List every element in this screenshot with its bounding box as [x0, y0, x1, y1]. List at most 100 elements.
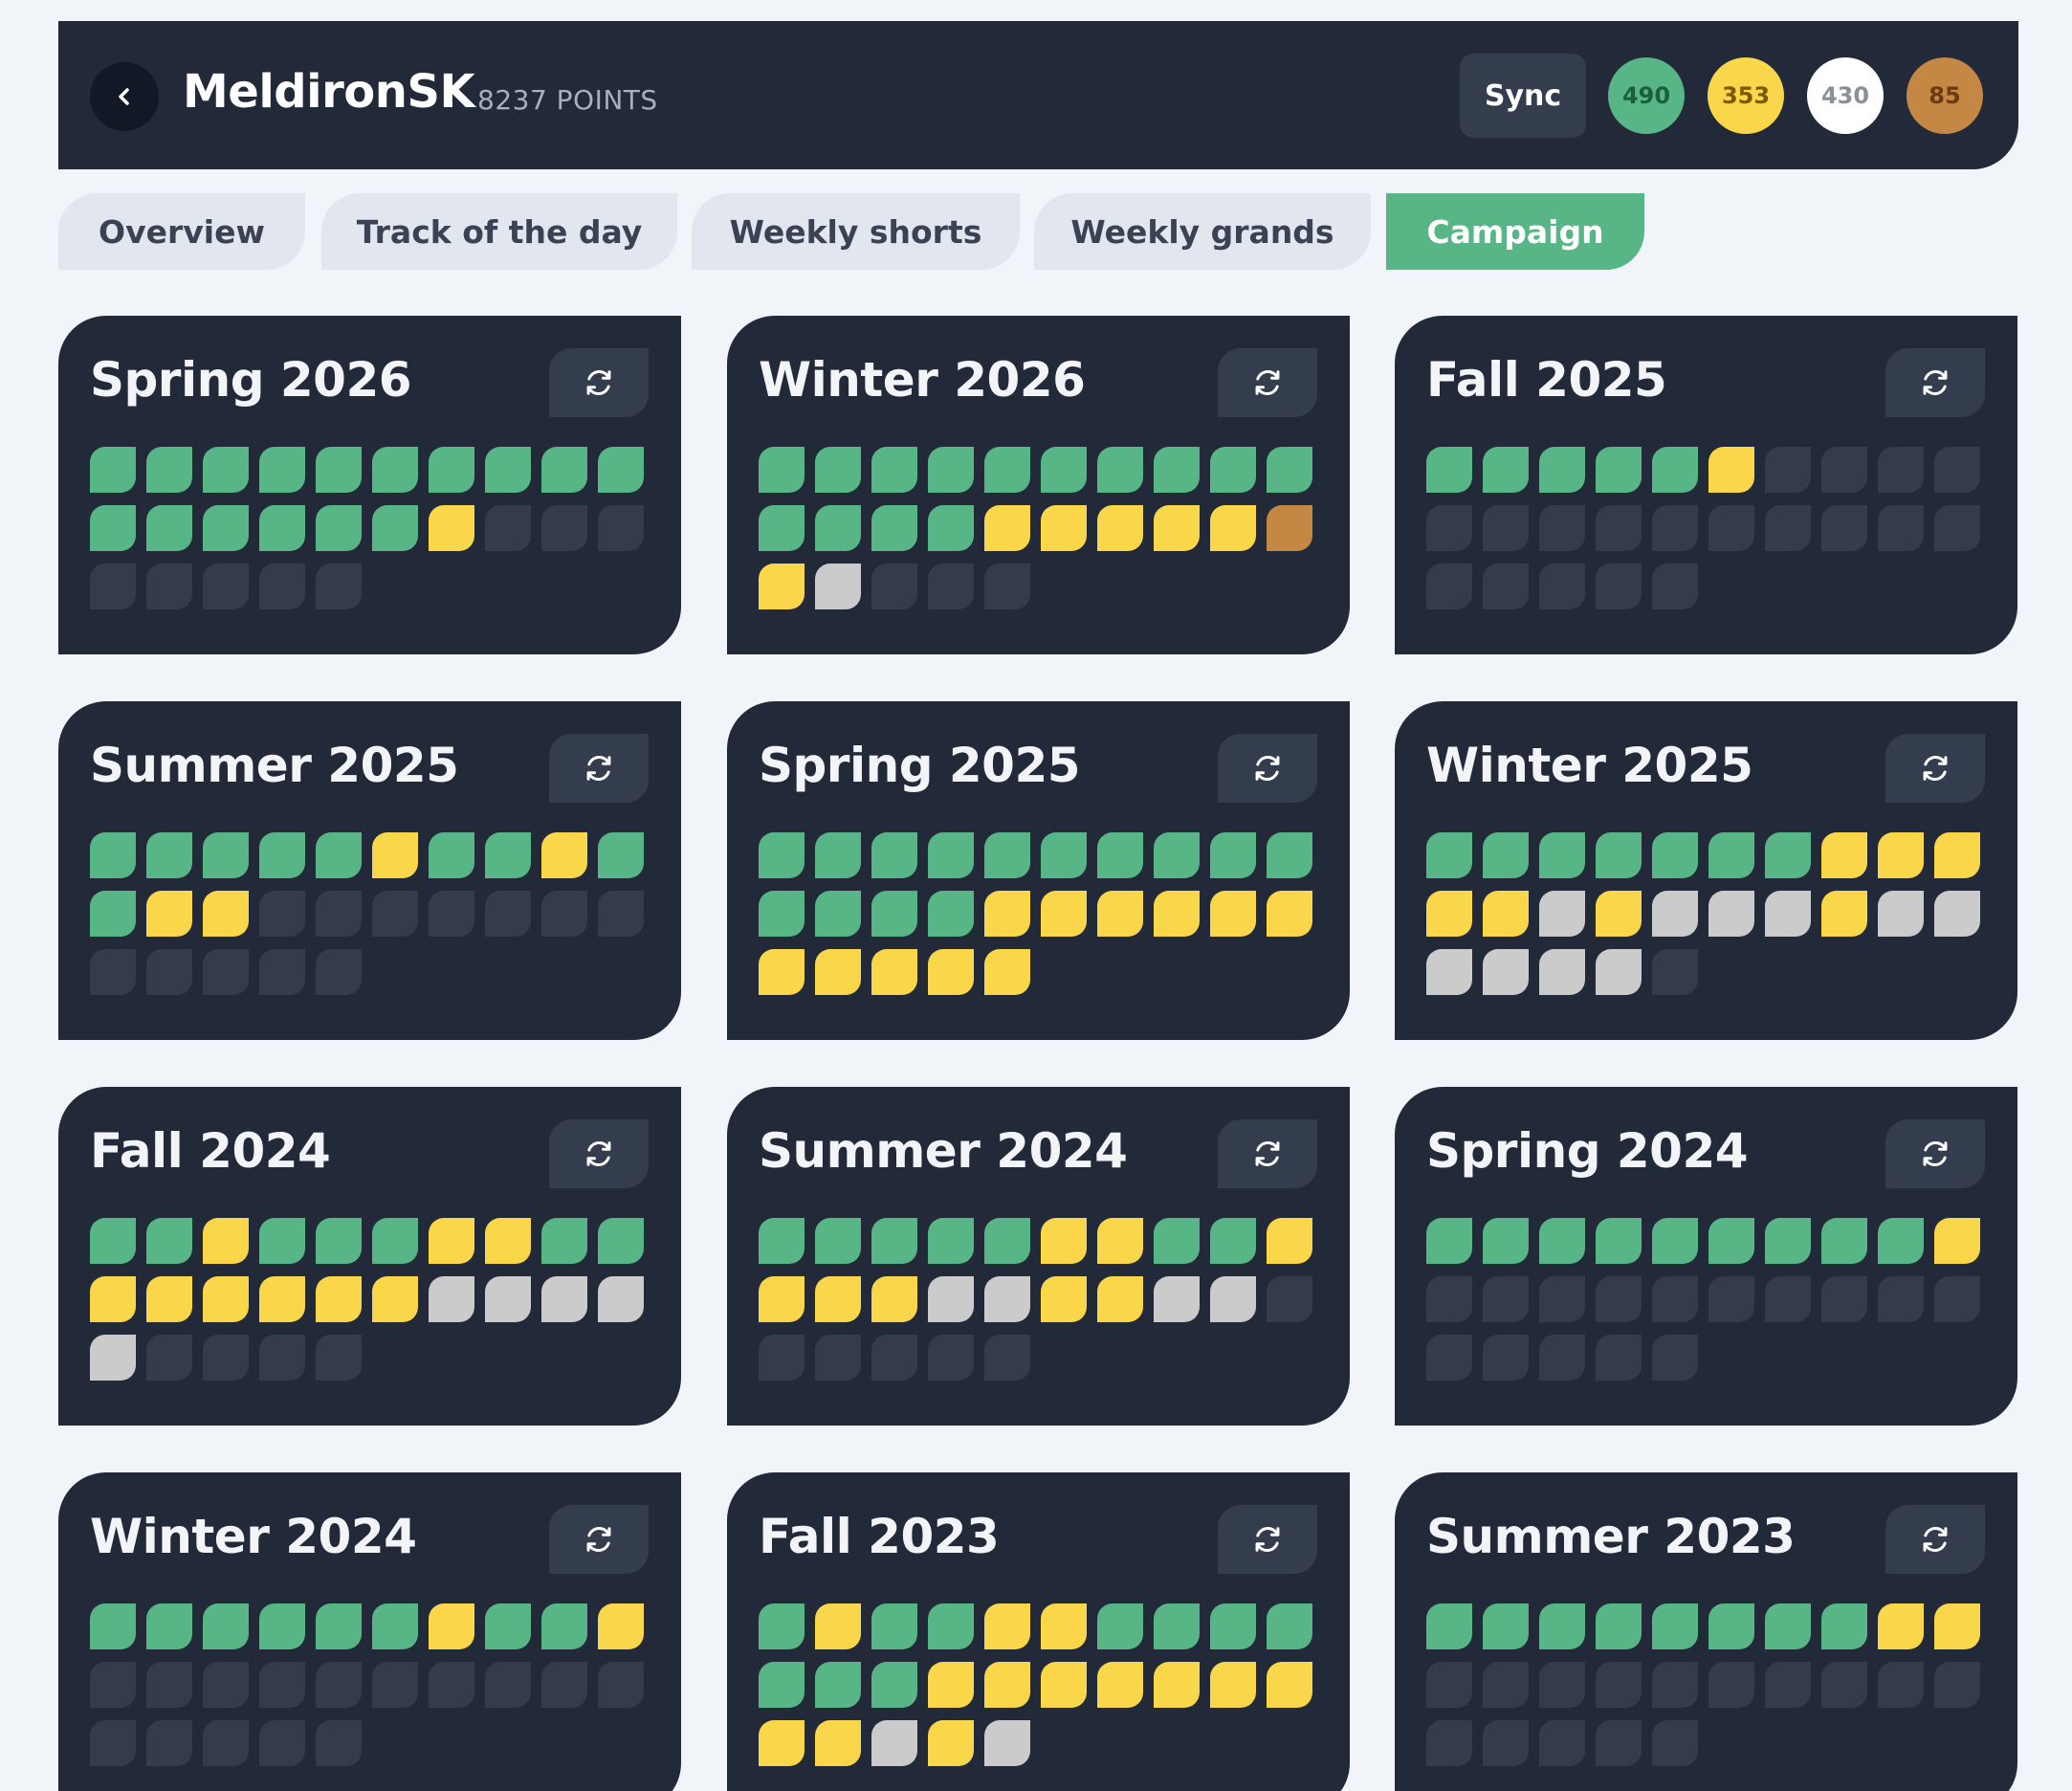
track-tile[interactable]: [372, 1218, 418, 1264]
track-tile[interactable]: [1210, 1662, 1256, 1708]
track-tile[interactable]: [146, 1720, 192, 1766]
track-tile[interactable]: [1154, 1603, 1200, 1649]
track-tile[interactable]: [90, 1276, 136, 1322]
track-tile[interactable]: [1097, 447, 1143, 493]
track-tile[interactable]: [1596, 1603, 1642, 1649]
track-tile[interactable]: [1426, 1603, 1472, 1649]
refresh-button[interactable]: [1218, 348, 1317, 417]
track-tile[interactable]: [90, 1662, 136, 1708]
track-tile[interactable]: [429, 505, 474, 551]
track-tile[interactable]: [259, 891, 305, 937]
track-tile[interactable]: [146, 1603, 192, 1649]
track-tile[interactable]: [1652, 447, 1698, 493]
track-tile[interactable]: [146, 564, 192, 609]
track-tile[interactable]: [1596, 949, 1642, 995]
track-tile[interactable]: [541, 447, 587, 493]
campaign-card[interactable]: Spring 2024: [1395, 1087, 2017, 1426]
track-tile[interactable]: [259, 1603, 305, 1649]
track-tile[interactable]: [1154, 891, 1200, 937]
track-tile[interactable]: [1483, 1335, 1529, 1381]
track-tile[interactable]: [871, 1218, 917, 1264]
track-tile[interactable]: [759, 1218, 805, 1264]
track-tile[interactable]: [203, 949, 249, 995]
track-tile[interactable]: [598, 891, 644, 937]
track-tile[interactable]: [871, 891, 917, 937]
track-tile[interactable]: [1483, 949, 1529, 995]
track-tile[interactable]: [203, 1218, 249, 1264]
track-tile[interactable]: [259, 1335, 305, 1381]
track-tile[interactable]: [1483, 564, 1529, 609]
refresh-button[interactable]: [1885, 1505, 1985, 1574]
track-tile[interactable]: [928, 1335, 974, 1381]
track-tile[interactable]: [759, 564, 805, 609]
track-tile[interactable]: [1934, 1218, 1980, 1264]
track-tile[interactable]: [815, 1662, 861, 1708]
track-tile[interactable]: [1426, 1662, 1472, 1708]
track-tile[interactable]: [871, 1335, 917, 1381]
track-tile[interactable]: [928, 505, 974, 551]
track-tile[interactable]: [316, 1335, 362, 1381]
track-tile[interactable]: [1539, 1276, 1585, 1322]
track-tile[interactable]: [146, 891, 192, 937]
track-tile[interactable]: [90, 1335, 136, 1381]
track-tile[interactable]: [1041, 832, 1087, 878]
track-tile[interactable]: [1652, 1720, 1698, 1766]
campaign-card[interactable]: Summer 2024: [727, 1087, 1350, 1426]
refresh-button[interactable]: [549, 1119, 649, 1188]
track-tile[interactable]: [1210, 832, 1256, 878]
campaign-card[interactable]: Spring 2026: [58, 316, 681, 654]
track-tile[interactable]: [1426, 832, 1472, 878]
track-tile[interactable]: [90, 505, 136, 551]
track-tile[interactable]: [1483, 1603, 1529, 1649]
track-tile[interactable]: [1596, 1662, 1642, 1708]
track-tile[interactable]: [429, 891, 474, 937]
track-tile[interactable]: [1041, 505, 1087, 551]
track-tile[interactable]: [1210, 1603, 1256, 1649]
track-tile[interactable]: [146, 505, 192, 551]
track-tile[interactable]: [372, 832, 418, 878]
track-tile[interactable]: [1596, 1276, 1642, 1322]
track-tile[interactable]: [1821, 1662, 1867, 1708]
track-tile[interactable]: [90, 891, 136, 937]
track-tile[interactable]: [429, 1662, 474, 1708]
track-tile[interactable]: [1708, 832, 1754, 878]
track-tile[interactable]: [928, 1662, 974, 1708]
track-tile[interactable]: [815, 949, 861, 995]
track-tile[interactable]: [146, 1662, 192, 1708]
track-tile[interactable]: [259, 832, 305, 878]
track-tile[interactable]: [1596, 1720, 1642, 1766]
track-tile[interactable]: [1821, 832, 1867, 878]
track-tile[interactable]: [1708, 1276, 1754, 1322]
track-tile[interactable]: [372, 1276, 418, 1322]
track-tile[interactable]: [1097, 1662, 1143, 1708]
track-tile[interactable]: [928, 949, 974, 995]
track-tile[interactable]: [1652, 1603, 1698, 1649]
track-tile[interactable]: [541, 505, 587, 551]
campaign-card[interactable]: Winter 2026: [727, 316, 1350, 654]
campaign-card[interactable]: Winter 2024: [58, 1472, 681, 1791]
campaign-card[interactable]: Summer 2025: [58, 701, 681, 1040]
track-tile[interactable]: [429, 447, 474, 493]
track-tile[interactable]: [815, 1276, 861, 1322]
track-tile[interactable]: [259, 949, 305, 995]
track-tile[interactable]: [90, 832, 136, 878]
track-tile[interactable]: [871, 505, 917, 551]
track-tile[interactable]: [1596, 1335, 1642, 1381]
track-tile[interactable]: [429, 1276, 474, 1322]
track-tile[interactable]: [1934, 1276, 1980, 1322]
track-tile[interactable]: [1878, 1276, 1924, 1322]
refresh-button[interactable]: [1885, 348, 1985, 417]
track-tile[interactable]: [1267, 1276, 1312, 1322]
track-tile[interactable]: [541, 1662, 587, 1708]
track-tile[interactable]: [759, 1276, 805, 1322]
track-tile[interactable]: [1097, 1603, 1143, 1649]
track-tile[interactable]: [1267, 1662, 1312, 1708]
track-tile[interactable]: [90, 949, 136, 995]
back-button[interactable]: [90, 62, 159, 131]
track-tile[interactable]: [485, 505, 531, 551]
track-tile[interactable]: [1821, 1218, 1867, 1264]
track-tile[interactable]: [1539, 1720, 1585, 1766]
track-tile[interactable]: [1539, 1335, 1585, 1381]
track-tile[interactable]: [1708, 447, 1754, 493]
track-tile[interactable]: [815, 447, 861, 493]
